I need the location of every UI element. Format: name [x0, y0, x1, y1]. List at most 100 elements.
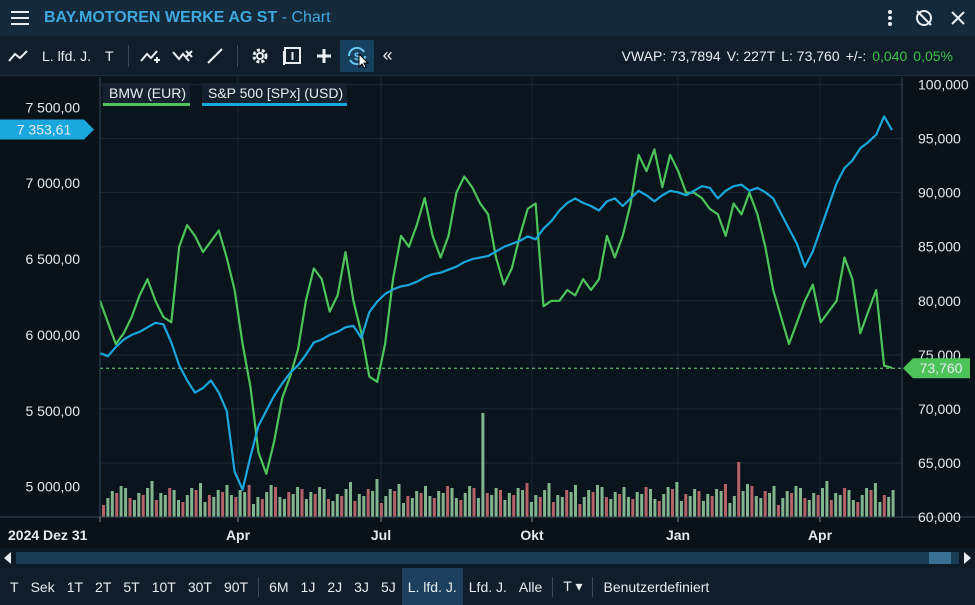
volume-bar	[203, 502, 207, 517]
volume-bar	[291, 494, 295, 517]
title-bar: BAY.MOTOREN WERKE AG ST - Chart	[0, 0, 975, 36]
volume-bar	[476, 498, 480, 517]
collapse-icon[interactable]: «	[382, 45, 393, 65]
volume-bar	[732, 496, 736, 517]
single-layout-icon[interactable]	[276, 36, 308, 76]
volume-bar	[141, 495, 145, 517]
scroll-track[interactable]	[16, 552, 959, 564]
close-icon[interactable]	[941, 0, 975, 36]
volume-bar	[362, 496, 366, 517]
period-alle[interactable]: Alle	[518, 578, 543, 595]
period-lfd-j[interactable]: Lfd. J.	[468, 578, 507, 595]
volume-bar	[340, 496, 344, 517]
period-l-lfd-j[interactable]: L. lfd. J.	[401, 568, 463, 605]
volume-bar	[472, 488, 476, 517]
volume-bar	[265, 492, 269, 517]
volume-bar	[706, 494, 710, 517]
legend-bmw[interactable]: BMW (EUR)	[103, 83, 190, 106]
volume-bar	[781, 498, 785, 517]
volume-bar	[353, 501, 357, 517]
volume-bar	[582, 497, 586, 517]
quote-stats: VWAP: 73,7894 V: 227T L: 73,760 +/-: 0,0…	[622, 48, 953, 64]
right-tick-label: 100,000	[918, 77, 969, 93]
period-sek[interactable]: Sek	[30, 578, 55, 595]
legend-spx[interactable]: S&P 500 [SPx] (USD)	[202, 83, 348, 106]
volume-bar	[693, 489, 697, 517]
volume-bar	[494, 488, 498, 517]
volume-bar	[318, 487, 322, 517]
volume-bar	[543, 490, 547, 517]
line-chart-icon[interactable]	[0, 36, 36, 76]
menu-icon[interactable]	[0, 0, 40, 36]
volume-bar	[679, 501, 683, 517]
trend-add-icon[interactable]	[135, 36, 167, 76]
chart-scrollbar[interactable]	[0, 548, 975, 568]
left-tick-label: 5 500,00	[26, 403, 81, 419]
currency-sync-icon[interactable]: $	[339, 39, 374, 72]
period-5t[interactable]: 5T	[123, 578, 140, 595]
volume-bar	[763, 491, 767, 517]
volume-bar	[296, 487, 300, 517]
volume-bar	[441, 493, 445, 517]
volume-bar	[344, 489, 348, 517]
more-vertical-icon[interactable]	[873, 0, 907, 36]
volume-bar	[349, 482, 352, 517]
volume-bar	[260, 499, 264, 517]
volume-bar	[512, 495, 516, 517]
period-1t[interactable]: 1T	[66, 578, 84, 595]
period-6m[interactable]: 6M	[269, 578, 289, 595]
last-price-value: L: 73,760	[781, 47, 840, 64]
volume-bar	[406, 496, 410, 517]
volume-bar	[529, 502, 533, 517]
period-5j[interactable]: 5J	[380, 578, 396, 595]
change-pct-value: 0,05%	[913, 47, 953, 64]
volume-bar	[137, 493, 141, 517]
interval-dropdown[interactable]: T ▾	[563, 578, 583, 594]
volume-bar	[715, 489, 719, 517]
crosshair-icon[interactable]	[308, 36, 340, 76]
volume-bar	[724, 484, 727, 517]
period-custom[interactable]: Benutzerdefiniert	[603, 578, 710, 595]
volume-bar	[825, 481, 829, 517]
period-90t[interactable]: 90T	[223, 578, 249, 595]
volume-bar	[375, 479, 379, 517]
volume-bar	[481, 413, 485, 517]
period-30t[interactable]: 30T	[187, 578, 212, 595]
left-tick-label: 7 000,00	[26, 175, 81, 191]
volume-bar	[327, 499, 330, 517]
volume-bar	[185, 495, 189, 517]
draw-line-icon[interactable]	[199, 36, 231, 76]
volume-bar	[551, 502, 555, 517]
scroll-right-icon[interactable]	[964, 552, 971, 564]
volume-bar	[521, 490, 525, 517]
scroll-left-icon[interactable]	[4, 552, 11, 564]
price-chart[interactable]: 7 500,00 7 000,00 6 500,00 6 000,00 5 500,00…	[0, 77, 975, 548]
period-2j[interactable]: 2J	[327, 578, 343, 595]
interval-selector[interactable]: T	[105, 47, 114, 64]
volume-bar	[604, 497, 608, 517]
volume-bar	[803, 498, 807, 517]
volume-bar	[124, 488, 128, 517]
volume-bar	[437, 491, 441, 517]
volume-bar	[547, 483, 551, 517]
volume-bar	[278, 497, 282, 517]
left-tick-label: 7 500,00	[26, 99, 81, 115]
period-2t[interactable]: 2T	[95, 578, 112, 595]
period-10t[interactable]: 10T	[151, 578, 176, 595]
volume-bar	[468, 486, 472, 517]
unlink-icon[interactable]	[907, 0, 941, 36]
period-3j[interactable]: 3J	[354, 578, 369, 595]
gear-icon[interactable]	[244, 36, 276, 76]
scroll-thumb[interactable]	[929, 552, 951, 564]
volume-bar	[790, 493, 794, 517]
trend-compare-icon[interactable]	[167, 36, 199, 76]
period-1j[interactable]: 1J	[300, 578, 316, 595]
right-price-marker-label: 73,760	[920, 360, 963, 376]
period-selector[interactable]: L. lfd. J.	[42, 47, 92, 64]
volume-bar	[741, 491, 745, 517]
volume-bar	[587, 490, 591, 517]
volume-bar	[754, 496, 758, 517]
period-T[interactable]: T	[10, 578, 19, 595]
volume-bar	[132, 500, 136, 517]
chart-toolbar: L. lfd. J. T $ « VWAP: 73,7894 V: 227T L…	[0, 36, 975, 76]
